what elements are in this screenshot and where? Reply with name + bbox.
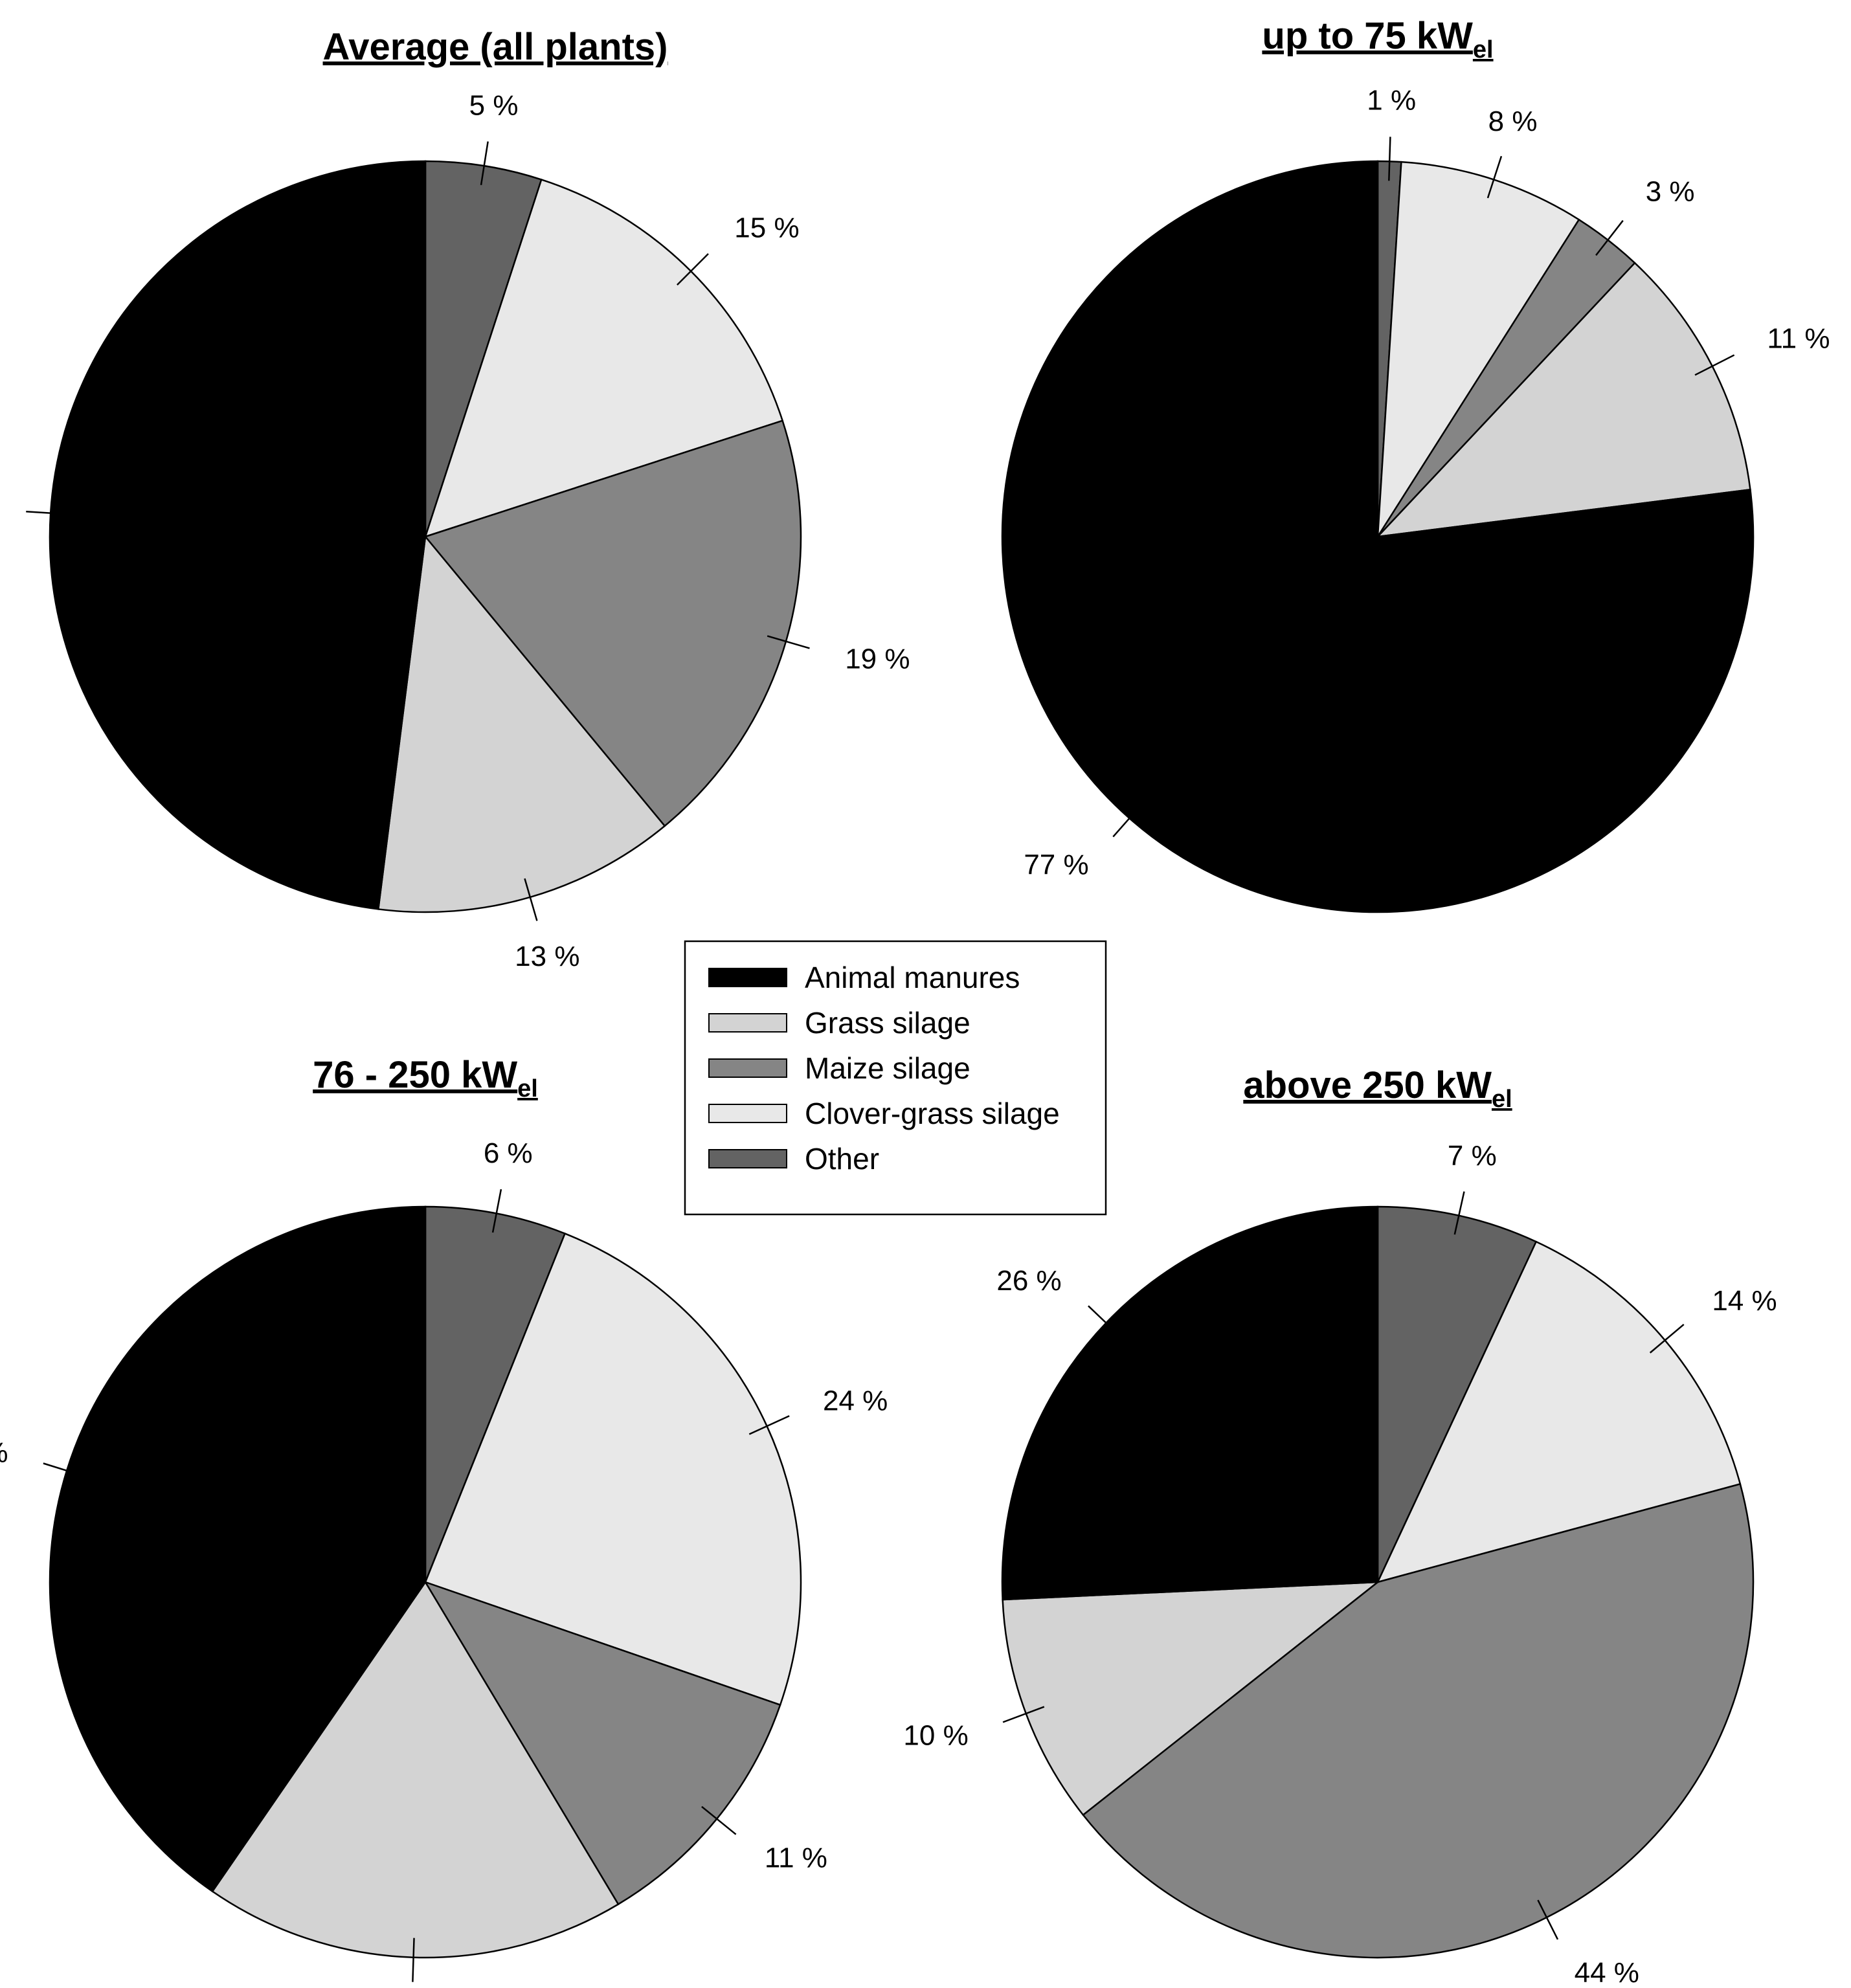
leader-line (1595, 219, 1624, 256)
slice-label-other: 7 % (1448, 1140, 1497, 1172)
slice-label-grass-silage: 11 % (1767, 323, 1830, 355)
leader-line (748, 1415, 790, 1435)
leader-line (767, 635, 810, 649)
leader-line (677, 253, 709, 285)
slice-label-clover-grass-silage: 14 % (1712, 1285, 1777, 1317)
chart-title: 76 - 250 kWel (313, 1054, 538, 1102)
leader-line (1388, 137, 1391, 181)
slice-label-clover-grass-silage: 15 % (734, 212, 799, 244)
legend-label-other: Other (805, 1142, 879, 1176)
legend-label-clover-grass-silage: Clover-grass silage (805, 1097, 1060, 1130)
slice-label-maize-silage: 3 % (1646, 176, 1695, 208)
legend-swatch-maize-silage (708, 1058, 787, 1078)
leader-line (491, 1189, 502, 1233)
chart-title: up to 75 kWel (1262, 15, 1493, 63)
slice-label-grass-silage: 13 % (515, 941, 579, 972)
leader-line (1486, 155, 1503, 199)
legend-label-maize-silage: Maize silage (805, 1051, 970, 1085)
leader-line (1088, 1305, 1121, 1337)
slice-label-animal-manures: 26 % (996, 1265, 1061, 1297)
legend-swatch-animal-manures (708, 968, 787, 987)
slice-label-grass-silage: 10 % (903, 1719, 968, 1751)
slice-label-maize-silage: 19 % (845, 643, 910, 675)
slice-label-maize-silage: 44 % (1575, 1957, 1639, 1988)
leader-line (480, 141, 489, 185)
leader-line (701, 1805, 737, 1835)
slice-label-maize-silage: 11 % (765, 1842, 827, 1874)
leader-line (1649, 1323, 1685, 1354)
leader-line (1112, 803, 1143, 838)
legend-swatch-grass-silage (708, 1013, 787, 1033)
legend-swatch-other (708, 1149, 787, 1168)
leader-line (524, 878, 538, 921)
slice-label-other: 5 % (469, 89, 519, 121)
slice-label-animal-manures: 77 % (1024, 849, 1088, 880)
leader-line (412, 1938, 415, 1982)
slice-label-other: 1 % (1367, 84, 1416, 116)
leader-line (1453, 1191, 1465, 1235)
pie-chart-4: above 250 kWel 7 % 14 % 44 % 10 % 26 % (903, 1064, 1777, 1988)
leader-line (26, 510, 71, 515)
leader-line (43, 1462, 86, 1477)
pie-chart-2: up to 75 kWel 1 % 8 % 3 % 11 % 77 % (1001, 15, 1830, 913)
legend-label-animal-manures: Animal manures (805, 961, 1020, 994)
chart-title: above 250 kWel (1243, 1064, 1512, 1113)
slice-label-other: 6 % (484, 1137, 533, 1169)
leader-line (1002, 1706, 1045, 1723)
leader-line (1537, 1899, 1559, 1940)
slice-label-clover-grass-silage: 24 % (823, 1385, 888, 1417)
slice-label-clover-grass-silage: 8 % (1488, 106, 1538, 137)
chart-title: Average (all plants) (323, 26, 668, 68)
legend-swatch-clover-grass-silage (708, 1104, 787, 1123)
pie-chart-1: Average (all plants)5 %15 %19 %13 %48 % (26, 26, 910, 972)
legend-label-grass-silage: Grass silage (805, 1006, 970, 1040)
leader-line (1694, 354, 1735, 376)
slice-label-animal-manures: 40 % (0, 1437, 8, 1469)
legend: Animal manures Grass silage Maize silage Cl… (684, 940, 1107, 1216)
